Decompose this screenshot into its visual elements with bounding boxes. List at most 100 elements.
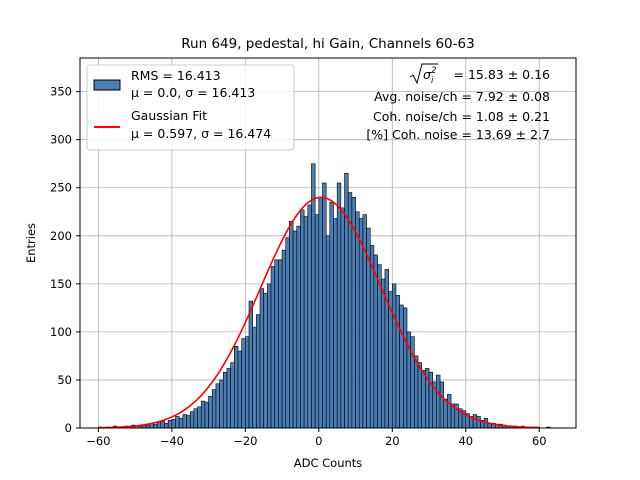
histogram-bar — [439, 381, 445, 429]
histogram-bar — [476, 416, 481, 429]
legend-histogram-label: RMS = 16.413 — [131, 68, 221, 83]
y-tick-label: 250 — [50, 181, 72, 195]
histogram-bar — [355, 211, 360, 429]
histogram-bar — [230, 362, 235, 429]
histogram-bar — [245, 336, 250, 429]
histogram-bar — [447, 394, 452, 429]
histogram-bar — [322, 182, 327, 429]
histogram-bar — [358, 218, 364, 429]
histogram-bar — [472, 414, 478, 429]
histogram-bar — [178, 418, 184, 429]
y-tick-label: 150 — [50, 277, 72, 291]
sqrt-symbol — [409, 63, 438, 85]
legend-histogram-swatch — [93, 79, 121, 91]
histogram-bar — [182, 414, 187, 429]
histogram-bar — [160, 420, 165, 429]
histogram-bar — [384, 269, 389, 429]
histogram-bar — [252, 326, 257, 429]
x-tick-label: −20 — [233, 434, 257, 448]
histogram-bar — [377, 264, 382, 429]
histogram-bar — [215, 383, 220, 429]
histogram-bar — [403, 307, 408, 429]
histogram-bar — [259, 288, 265, 429]
y-axis-ticks: 0 50 100 150 200 250 300 350 — [50, 85, 80, 435]
histogram-bar — [399, 304, 404, 429]
histogram-bar — [340, 207, 345, 429]
y-tick-label: 100 — [50, 325, 72, 339]
histogram-bar — [336, 182, 342, 429]
histogram-bar — [171, 419, 176, 429]
legend: RMS = 16.413 μ = 0.0, σ = 16.413 Gaussia… — [86, 64, 295, 151]
histogram-bar — [197, 406, 202, 429]
histogram-bar — [436, 374, 441, 429]
annotation-coh-noise: Coh. noise/ch = 1.08 ± 0.21 — [373, 109, 550, 124]
histogram-bar — [234, 346, 239, 429]
annotation-sigma-sub: i — [431, 76, 434, 86]
histogram-bar — [211, 389, 217, 429]
y-tick-label: 350 — [50, 85, 72, 99]
legend-histogram-detail: μ = 0.0, σ = 16.413 — [131, 85, 255, 100]
histogram-bar — [189, 411, 195, 429]
histogram-bar — [267, 283, 272, 429]
annotation-sigma-sup: 2 — [431, 66, 436, 76]
x-tick-label: 0 — [315, 434, 322, 448]
histogram-bar — [237, 350, 242, 429]
y-axis-label: Entries — [24, 223, 38, 263]
histogram-bar — [391, 283, 397, 429]
histogram-bar — [175, 416, 180, 429]
histogram-bar — [204, 401, 209, 429]
legend-fit-label: Gaussian Fit — [131, 108, 207, 123]
histogram-bar — [278, 259, 283, 429]
histogram-bar — [296, 225, 301, 429]
histogram-bar — [256, 314, 261, 429]
histogram-bar — [222, 371, 228, 429]
histogram-bar — [303, 216, 309, 429]
histogram-bar — [156, 421, 162, 429]
y-tick-label: 0 — [65, 421, 72, 435]
histogram-bar — [186, 415, 191, 429]
histogram-bar — [164, 422, 169, 429]
x-axis-label: ADC Counts — [294, 456, 363, 470]
y-tick-label: 200 — [50, 229, 72, 243]
chart-title: Run 649, pedestal, hi Gain, Channels 60-… — [181, 36, 474, 52]
x-axis-ticks: −60 −40 −20 0 20 40 60 — [86, 428, 547, 448]
histogram-bar — [208, 395, 213, 429]
histogram-bar — [167, 420, 173, 429]
histogram-bar — [318, 197, 323, 429]
annotation-avg-noise: Avg. noise/ch = 7.92 ± 0.08 — [374, 89, 550, 104]
y-tick-label: 50 — [57, 373, 72, 387]
histogram-bar — [219, 379, 224, 429]
histogram-bar — [300, 209, 305, 429]
histogram-bar — [325, 235, 331, 429]
histogram-bar — [395, 295, 400, 429]
histogram-bar — [344, 173, 349, 429]
legend-box — [86, 64, 295, 151]
legend-fit-detail: μ = 0.597, σ = 16.474 — [131, 126, 271, 141]
histogram-bar — [292, 230, 298, 429]
histogram-bar — [443, 398, 448, 429]
annotation-coh-noise-pct: [%] Coh. noise = 13.69 ± 2.7 — [366, 127, 550, 142]
histogram-bar — [200, 400, 206, 429]
histogram-bar — [270, 266, 276, 429]
histogram-bar — [263, 293, 268, 429]
histogram-bar — [369, 245, 375, 429]
histogram-bar — [307, 204, 312, 429]
histogram-bar — [380, 278, 386, 429]
annotation-sqrt-value: = 15.83 ± 0.16 — [454, 67, 551, 82]
histogram-bar — [241, 338, 246, 429]
annotations: σ 2 i = 15.83 ± 0.16 Avg. noise/ch = 7.9… — [366, 63, 551, 142]
histogram-bar — [333, 218, 338, 429]
histogram-bar — [289, 221, 294, 429]
histogram-bar — [311, 163, 316, 429]
histogram-bar — [373, 254, 378, 429]
histogram-bar — [414, 355, 419, 429]
histogram-bar — [421, 370, 426, 429]
histogram-bar — [153, 423, 158, 429]
x-tick-label: 20 — [385, 434, 400, 448]
x-tick-label: −60 — [86, 434, 110, 448]
histogram-bar — [329, 201, 334, 429]
histogram-bar — [285, 237, 290, 429]
histogram-bar — [314, 214, 320, 429]
histogram-bar — [226, 368, 231, 429]
